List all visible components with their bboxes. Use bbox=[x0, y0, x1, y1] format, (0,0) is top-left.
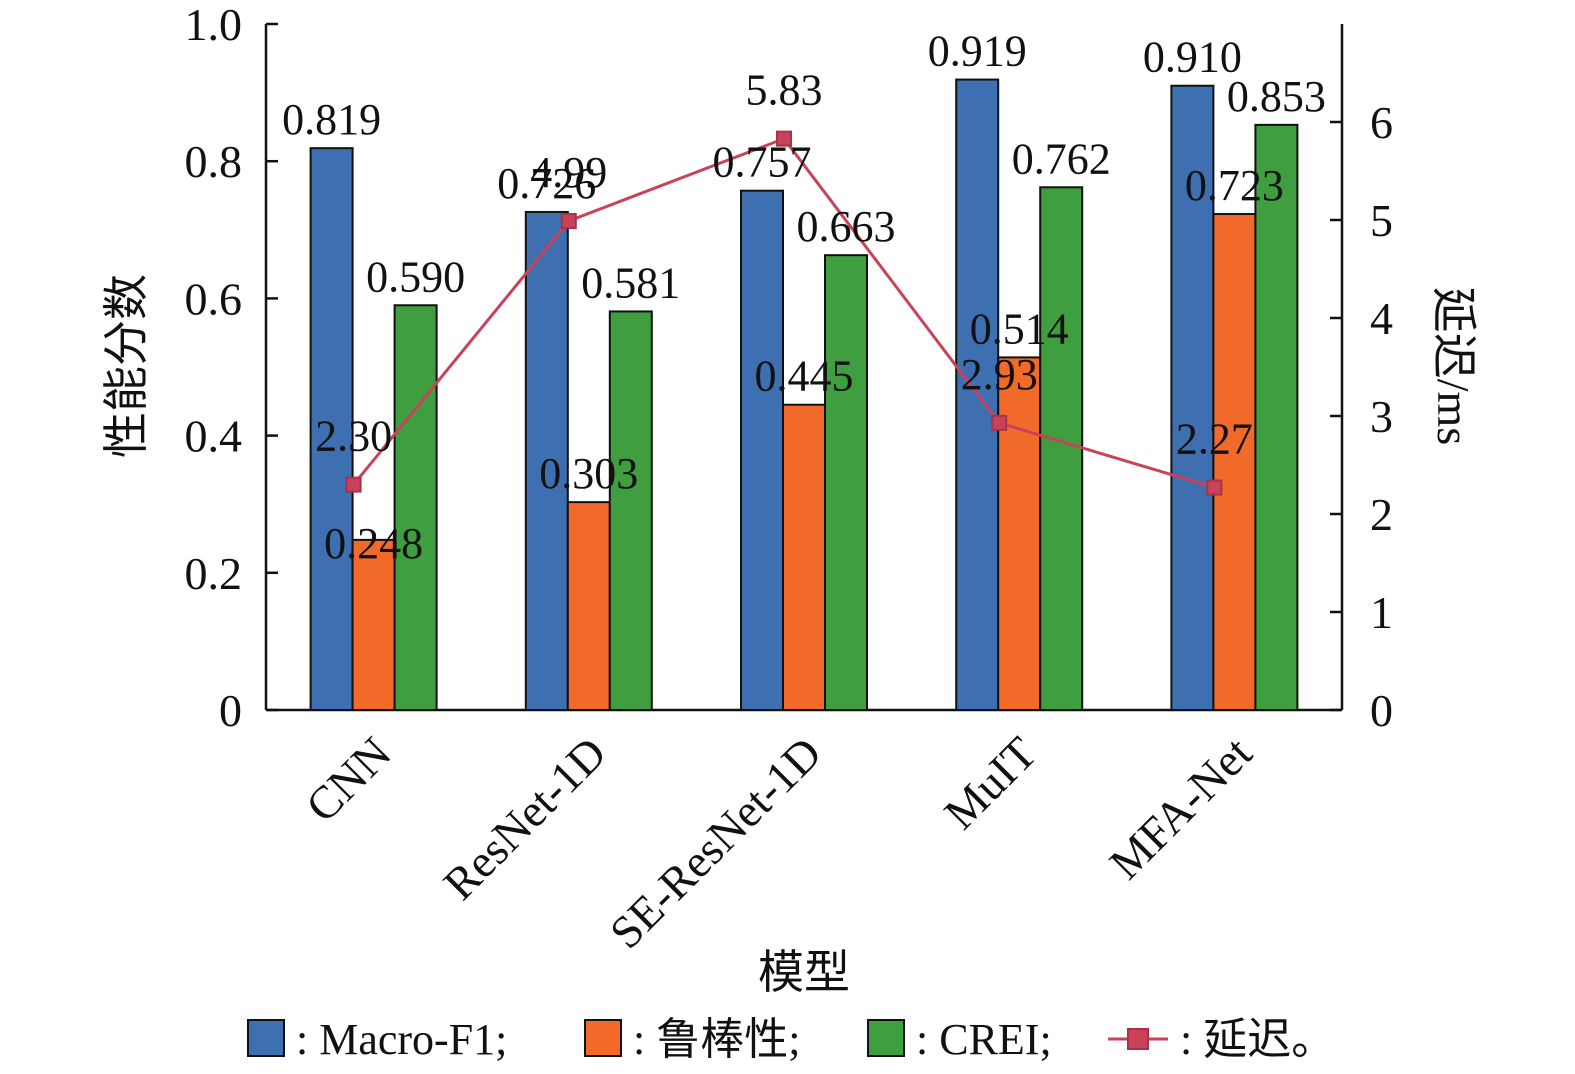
bar-鲁棒性-MuIT bbox=[997, 356, 1042, 711]
bar-value-label: 0.726 bbox=[497, 159, 596, 208]
y-tick-label: 0 bbox=[219, 685, 242, 736]
bar-value-label: 0.757 bbox=[713, 138, 812, 187]
x-tick-label: ResNet-1D bbox=[433, 727, 615, 909]
y2-tick-label: 0 bbox=[1370, 685, 1393, 736]
y2-tick-label: 6 bbox=[1370, 97, 1393, 148]
latency-marker bbox=[560, 212, 577, 229]
latency-line-layer bbox=[345, 130, 1223, 496]
bar-value-label: 0.248 bbox=[324, 519, 423, 568]
latency-value-label: 2.30 bbox=[315, 412, 392, 461]
latency-value-label: 2.27 bbox=[1176, 415, 1253, 464]
y-tick-label: 0.8 bbox=[185, 136, 243, 187]
y2-tick-label: 4 bbox=[1370, 293, 1393, 344]
bar-value-label: 0.853 bbox=[1227, 72, 1326, 121]
bar-value-label: 0.581 bbox=[581, 258, 680, 307]
bar-Macro-F1-ResNet-1D bbox=[524, 210, 569, 712]
y2-tick-label: 3 bbox=[1370, 391, 1393, 442]
bars-layer bbox=[309, 78, 1299, 712]
bar-鲁棒性-ResNet-1D bbox=[566, 501, 611, 711]
bar-Macro-F1-MFA-Net bbox=[1170, 84, 1215, 712]
latency-value-label: 5.83 bbox=[746, 66, 823, 115]
y2-axis-title: 延迟/ms bbox=[1428, 287, 1479, 445]
y2-tick-label: 5 bbox=[1370, 195, 1393, 246]
legend: : Macro-F1; : 鲁棒性; : CREI; : 延迟。 bbox=[247, 1015, 1335, 1064]
y2-tick-label: 1 bbox=[1370, 587, 1393, 638]
x-tick-label: SE-ResNet-1D bbox=[600, 727, 831, 958]
legend-swatch-robustness bbox=[584, 1019, 622, 1057]
bar-value-label: 0.762 bbox=[1012, 134, 1111, 183]
x-tick-label: CNN bbox=[296, 727, 401, 832]
bar-CREI-CNN bbox=[393, 304, 438, 711]
latency-marker bbox=[1206, 479, 1223, 496]
bar-value-label: 0.590 bbox=[366, 252, 465, 301]
bar-Macro-F1-SE-ResNet-1D bbox=[740, 189, 784, 711]
legend-swatch-crei bbox=[867, 1019, 905, 1057]
bar-鲁棒性-MFA-Net bbox=[1212, 213, 1257, 711]
bar-value-label: 0.910 bbox=[1143, 33, 1242, 82]
y-tick-label: 1.0 bbox=[185, 0, 243, 50]
bar-value-label: 0.819 bbox=[282, 95, 381, 144]
bar-value-label: 0.514 bbox=[970, 304, 1069, 353]
bar-CREI-MFA-Net bbox=[1254, 123, 1299, 712]
latency-value-label: 4.99 bbox=[530, 148, 607, 197]
bar-value-label: 0.663 bbox=[797, 202, 896, 251]
y-tick-label: 0.4 bbox=[185, 411, 243, 462]
legend-swatch-macro-f1 bbox=[247, 1019, 285, 1057]
y2-tick-label: 2 bbox=[1370, 489, 1393, 540]
bar-CREI-MuIT bbox=[1039, 186, 1084, 711]
x-tick-label: MFA-Net bbox=[1100, 727, 1262, 889]
legend-label-robustness: : 鲁棒性; bbox=[633, 1015, 800, 1064]
latency-value-label: 2.93 bbox=[961, 350, 1038, 399]
legend-label-macro-f1: : Macro-F1; bbox=[296, 1015, 507, 1064]
bar-value-label: 0.919 bbox=[928, 27, 1027, 76]
latency-marker bbox=[345, 476, 362, 493]
legend-marker-latency bbox=[1127, 1028, 1149, 1050]
legend-label-crei: : CREI; bbox=[916, 1015, 1052, 1064]
y-tick-label: 0.6 bbox=[185, 273, 243, 324]
bar-鲁棒性-CNN bbox=[351, 538, 396, 712]
latency-marker bbox=[991, 414, 1008, 431]
bar-value-label: 0.303 bbox=[539, 449, 638, 498]
bar-value-label: 0.723 bbox=[1185, 161, 1284, 210]
bar-Macro-F1-CNN bbox=[309, 147, 354, 711]
value-labels-layer: 0.819 0.726 0.757 0.919 0.910 0.248 0.303 0.445… bbox=[282, 27, 1326, 568]
bar-value-label: 0.445 bbox=[755, 352, 854, 401]
x-axis-title: 模型 bbox=[758, 947, 850, 998]
bar-CREI-ResNet-1D bbox=[608, 310, 653, 711]
bar-CREI-SE-ResNet-1D bbox=[824, 254, 868, 711]
legend-label-latency: : 延迟。 bbox=[1180, 1015, 1335, 1064]
x-tick-label: MuIT bbox=[934, 727, 1046, 839]
bar-鲁棒性-SE-ResNet-1D bbox=[782, 403, 826, 711]
y-axis-title: 性能分数 bbox=[101, 274, 152, 458]
latency-marker bbox=[776, 130, 792, 147]
y-tick-label: 0.2 bbox=[185, 548, 243, 599]
